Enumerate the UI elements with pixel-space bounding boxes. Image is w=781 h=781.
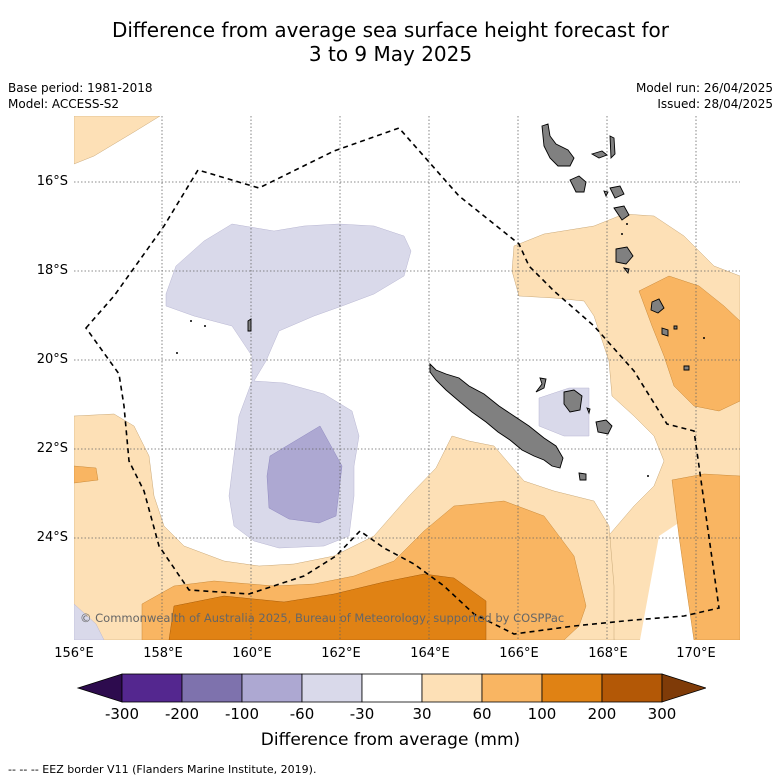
anomaly-neg60-neg100 — [266, 425, 343, 524]
anomaly-southeast-orange — [671, 473, 740, 640]
colorbar-extend-high — [661, 673, 706, 703]
anomaly-100-200 — [168, 573, 487, 640]
colorbar-tick-label: -30 — [349, 705, 375, 723]
colorbar-segment — [121, 673, 183, 703]
lat-label-20s: 20°S — [36, 352, 68, 367]
meta-left: Base period: 1981-2018 Model: ACCESS-S2 — [8, 80, 153, 112]
isle-of-pines — [578, 472, 587, 481]
ceva-island-b — [673, 325, 678, 330]
ambae — [590, 150, 608, 159]
colorbar-tick-label: 30 — [412, 705, 432, 723]
mare — [595, 419, 613, 435]
lat-label-18s: 18°S — [36, 263, 68, 278]
tiga — [586, 407, 591, 415]
title-line-1: Difference from average sea surface heig… — [111, 18, 670, 42]
lon-label-158e: 158°E — [143, 646, 183, 661]
lat-label-16s: 16°S — [36, 174, 68, 189]
colorbar — [76, 673, 706, 703]
model-run: Model run: 26/04/2025 — [635, 81, 773, 95]
colorbar-tick-label: 100 — [527, 705, 557, 723]
sea-surface-map: © Commonwealth of Australia 2025, Bureau… — [74, 116, 740, 640]
tanna — [615, 246, 634, 265]
colorbar-segment — [541, 673, 603, 703]
anomaly-east-orange — [638, 275, 740, 412]
copyright-text: © Commonwealth of Australia 2025, Bureau… — [80, 611, 564, 625]
chesterfield-reef — [247, 318, 252, 332]
colorbar-segment — [241, 673, 303, 703]
new-caledonia — [429, 362, 564, 469]
colorbar-segment — [421, 673, 483, 703]
lat-label-24s: 24°S — [36, 530, 68, 545]
gridlines — [74, 116, 740, 640]
title-line-2: 3 to 9 May 2025 — [308, 42, 473, 66]
lon-label-168e: 168°E — [588, 646, 628, 661]
eez-border — [84, 127, 720, 635]
erromango — [613, 205, 630, 221]
epi — [603, 190, 609, 198]
colorbar-tick-label: 60 — [472, 705, 492, 723]
lon-label-170e: 170°E — [676, 646, 716, 661]
espiritu-santo — [541, 123, 575, 167]
colorbar-tick-label: -60 — [289, 705, 315, 723]
lat-label-22s: 22°S — [36, 441, 68, 456]
colorbar-segment — [361, 673, 423, 703]
aneityum — [622, 267, 630, 274]
anomaly-nw-corner — [74, 116, 161, 165]
malekula — [569, 175, 587, 193]
chart-title: Difference from average sea surface heig… — [0, 18, 781, 66]
lon-label-156e: 156°E — [54, 646, 94, 661]
lifou — [563, 389, 583, 413]
lon-label-164e: 164°E — [410, 646, 450, 661]
colorbar-label: Difference from average (mm) — [260, 730, 521, 750]
issued-date: Issued: 28/04/2025 — [657, 97, 773, 111]
lon-label-166e: 166°E — [499, 646, 539, 661]
colorbar-tick-label: -200 — [164, 705, 200, 723]
base-period: Base period: 1981-2018 — [8, 81, 153, 95]
anomaly-southwest-purple — [74, 603, 105, 640]
colorbar-segment — [181, 673, 243, 703]
efate — [609, 185, 625, 199]
model-name: Model: ACCESS-S2 — [8, 97, 120, 111]
ouvea — [535, 377, 547, 393]
pentecost — [609, 135, 616, 160]
lon-label-160e: 160°E — [232, 646, 272, 661]
anomaly-central-purple — [165, 223, 412, 549]
anomaly-neg30-neg60 — [74, 223, 590, 640]
colorbar-tick-label: 300 — [647, 705, 677, 723]
colorbar-tick-label: 200 — [587, 705, 617, 723]
colorbar-tick-label: -300 — [104, 705, 140, 723]
colorbar-extend-low — [76, 673, 123, 703]
matthew-island — [650, 298, 665, 314]
colorbar-tick-label: -100 — [224, 705, 260, 723]
land-masses — [247, 123, 690, 481]
ceva-island-a — [683, 365, 690, 371]
anomaly-west-spot — [74, 465, 99, 484]
hunter-island — [661, 327, 669, 337]
colorbar-segment — [301, 673, 363, 703]
colorbar-segment — [481, 673, 543, 703]
lon-label-162e: 162°E — [321, 646, 361, 661]
small-islets — [176, 223, 705, 477]
colorbar-segment — [601, 673, 663, 703]
eez-footnote: -- -- -- EEZ border V11 (Flanders Marine… — [8, 763, 317, 776]
meta-right: Model run: 26/04/2025 Issued: 28/04/2025 — [636, 80, 773, 112]
